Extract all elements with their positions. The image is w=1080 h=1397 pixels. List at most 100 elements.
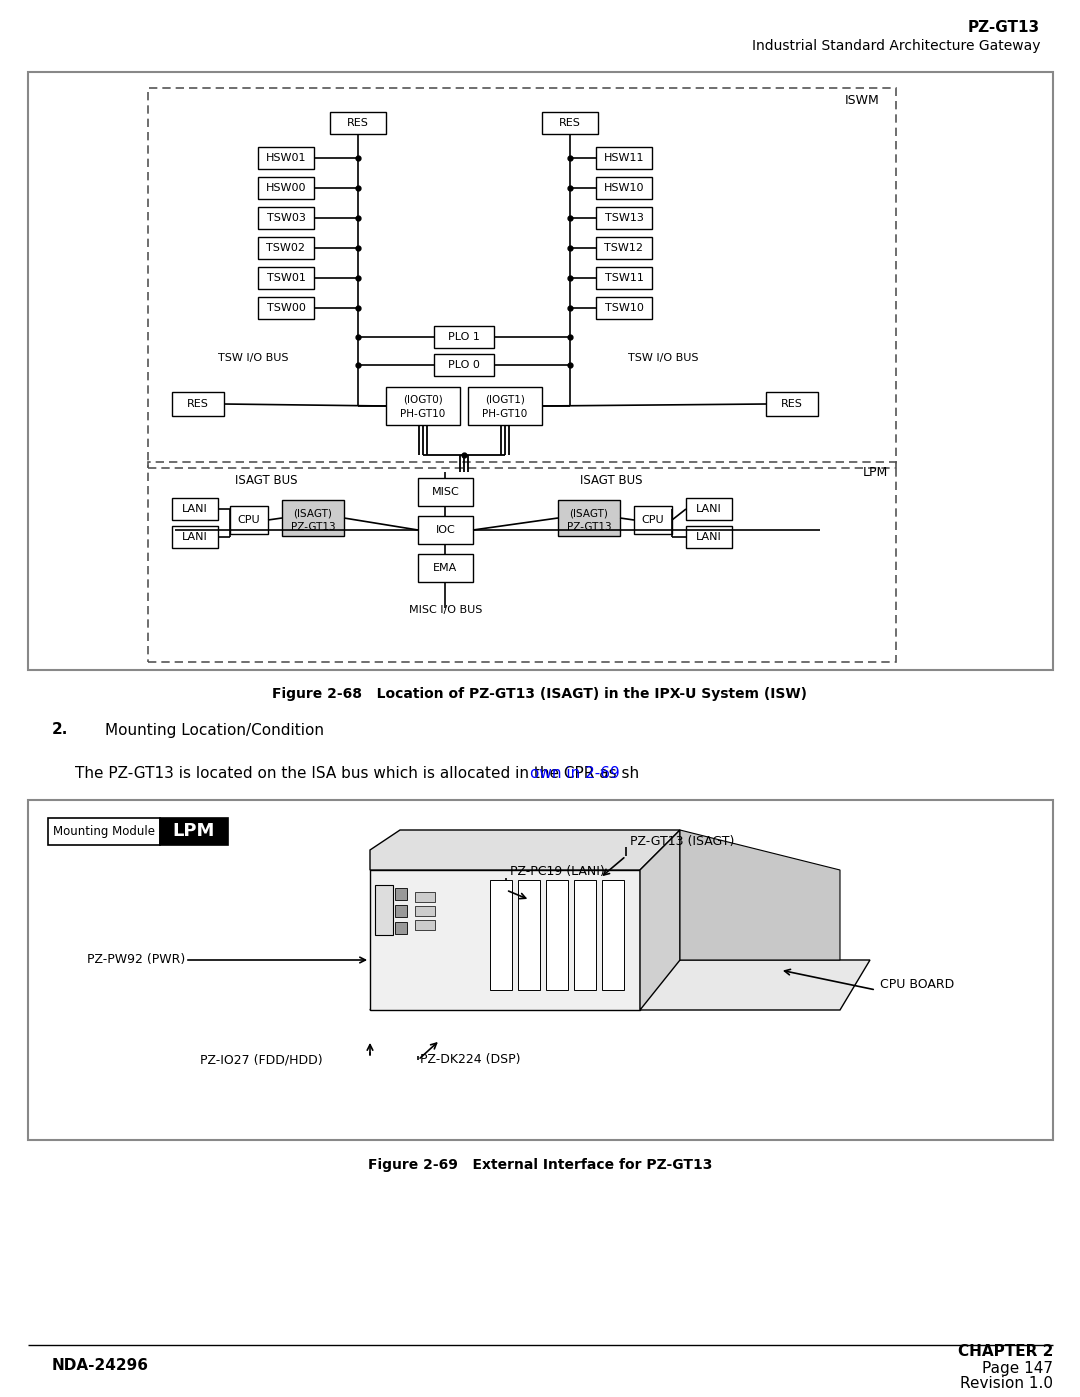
Bar	[395, 922, 407, 935]
Text: PZ-PW92 (PWR): PZ-PW92 (PWR)	[86, 954, 185, 967]
Bar	[634, 506, 672, 534]
Text: EMA: EMA	[433, 563, 458, 573]
Bar	[686, 527, 732, 548]
Text: MISC I/O BUS: MISC I/O BUS	[409, 605, 482, 615]
Text: TSW13: TSW13	[605, 212, 644, 224]
Bar	[558, 500, 620, 536]
Text: HSW01: HSW01	[266, 154, 307, 163]
Text: HSW10: HSW10	[604, 183, 645, 193]
Text: ISAGT BUS: ISAGT BUS	[580, 474, 643, 486]
Text: RES: RES	[559, 117, 581, 129]
Bar	[148, 88, 896, 468]
Bar	[546, 880, 568, 990]
Text: Mounting Module: Mounting Module	[53, 824, 156, 837]
Bar	[596, 177, 652, 198]
Bar	[48, 819, 160, 845]
Text: TSW12: TSW12	[605, 243, 644, 253]
Polygon shape	[640, 830, 680, 1010]
Text: (IOGT0): (IOGT0)	[403, 395, 443, 405]
Bar	[258, 207, 314, 229]
Text: (ISAGT): (ISAGT)	[569, 509, 608, 518]
Text: LPM: LPM	[863, 465, 888, 479]
Text: CHAPTER 2: CHAPTER 2	[958, 1344, 1053, 1359]
Text: CPU: CPU	[642, 515, 664, 525]
Text: NDA-24296: NDA-24296	[52, 1358, 149, 1372]
Bar	[766, 393, 818, 416]
Text: Revision 1.0: Revision 1.0	[960, 1376, 1053, 1391]
Text: PZ-IO27 (FDD/HDD): PZ-IO27 (FDD/HDD)	[200, 1053, 323, 1066]
Bar	[573, 880, 596, 990]
Bar	[596, 237, 652, 258]
Bar	[686, 497, 732, 520]
Text: TSW02: TSW02	[267, 243, 306, 253]
Bar	[28, 800, 1053, 1140]
Bar	[172, 497, 218, 520]
Bar	[172, 527, 218, 548]
Text: RES: RES	[347, 117, 369, 129]
Bar	[596, 147, 652, 169]
Bar	[596, 267, 652, 289]
Bar	[468, 387, 542, 425]
Polygon shape	[370, 960, 870, 1010]
Bar	[148, 462, 896, 662]
Bar	[415, 907, 435, 916]
Text: TSW10: TSW10	[605, 303, 644, 313]
Bar	[330, 112, 386, 134]
Text: RES: RES	[187, 400, 208, 409]
Text: ISWM: ISWM	[846, 94, 880, 106]
Bar	[28, 73, 1053, 671]
Text: Page 147: Page 147	[982, 1361, 1053, 1376]
Bar	[418, 555, 473, 583]
Bar	[395, 888, 407, 900]
Bar	[602, 880, 624, 990]
Text: (ISAGT): (ISAGT)	[294, 509, 333, 518]
Bar	[434, 326, 494, 348]
Bar	[258, 267, 314, 289]
Bar	[542, 112, 598, 134]
Bar	[386, 387, 460, 425]
Text: Industrial Standard Architecture Gateway: Industrial Standard Architecture Gateway	[752, 39, 1040, 53]
Text: PLO 0: PLO 0	[448, 360, 480, 370]
Text: TSW03: TSW03	[267, 212, 306, 224]
Text: LANI: LANI	[183, 532, 207, 542]
Text: own in 2-69: own in 2-69	[530, 767, 620, 781]
Text: CPU: CPU	[238, 515, 260, 525]
Text: PH-GT10: PH-GT10	[401, 409, 446, 419]
Bar	[258, 237, 314, 258]
Text: RES: RES	[781, 400, 802, 409]
Text: PZ-GT13: PZ-GT13	[567, 522, 611, 532]
Bar	[415, 893, 435, 902]
Polygon shape	[370, 870, 640, 1010]
Text: TSW01: TSW01	[267, 272, 306, 284]
Bar	[282, 500, 345, 536]
Text: LANI: LANI	[697, 504, 721, 514]
Bar	[375, 886, 393, 935]
Text: IOC: IOC	[435, 525, 456, 535]
Text: PZ-GT13 (ISAGT): PZ-GT13 (ISAGT)	[630, 834, 734, 848]
Text: LANI: LANI	[697, 532, 721, 542]
Bar	[395, 905, 407, 916]
Text: TSW I/O BUS: TSW I/O BUS	[218, 353, 288, 363]
Text: TSW I/O BUS: TSW I/O BUS	[627, 353, 699, 363]
Text: PZ-GT13: PZ-GT13	[968, 21, 1040, 35]
Bar	[418, 478, 473, 506]
Polygon shape	[680, 830, 840, 960]
Bar	[258, 298, 314, 319]
Text: PLO 1: PLO 1	[448, 332, 480, 342]
Text: TSW11: TSW11	[605, 272, 644, 284]
Bar	[434, 353, 494, 376]
Bar	[490, 880, 512, 990]
Text: PH-GT10: PH-GT10	[483, 409, 528, 419]
Text: Figure 2-68   Location of PZ-GT13 (ISAGT) in the IPX-U System (ISW): Figure 2-68 Location of PZ-GT13 (ISAGT) …	[272, 687, 808, 701]
Polygon shape	[370, 830, 680, 870]
Text: CPU BOARD: CPU BOARD	[880, 978, 955, 992]
Bar	[160, 819, 228, 845]
Bar	[258, 177, 314, 198]
Text: PZ-GT13: PZ-GT13	[291, 522, 335, 532]
Text: HSW11: HSW11	[604, 154, 645, 163]
Text: HSW00: HSW00	[266, 183, 307, 193]
Text: ISAGT BUS: ISAGT BUS	[235, 474, 297, 486]
Text: Figure 2-69   External Interface for PZ-GT13: Figure 2-69 External Interface for PZ-GT…	[368, 1158, 712, 1172]
Text: MISC: MISC	[432, 488, 459, 497]
Bar	[418, 515, 473, 543]
